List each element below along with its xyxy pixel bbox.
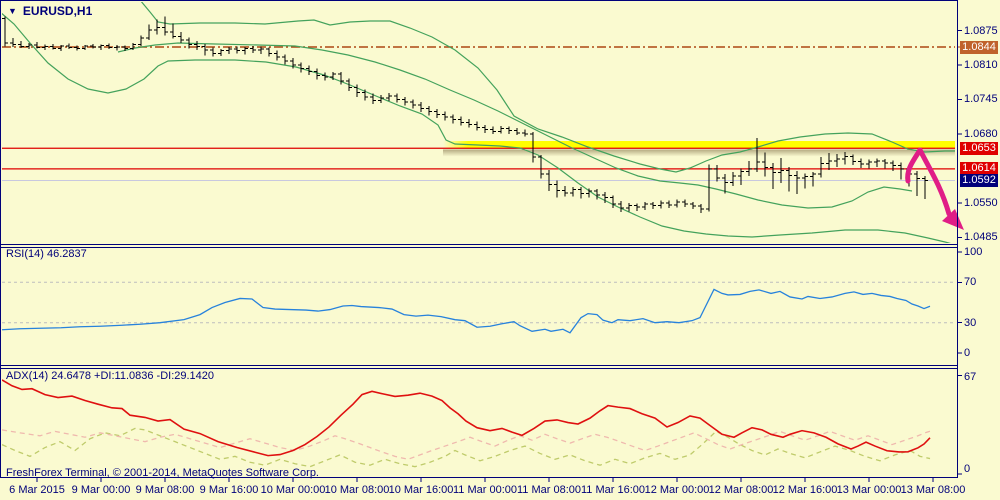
bollinger-lower-band xyxy=(2,12,951,243)
rsi-line xyxy=(2,288,931,334)
bollinger-middle-band xyxy=(117,42,913,209)
pane-frames xyxy=(0,0,958,478)
minus-di-line xyxy=(2,429,931,460)
bollinger-upper-band xyxy=(140,2,955,173)
rsi-indicator-label: RSI(14) 46.2837 xyxy=(6,248,87,260)
main-price-pane[interactable] xyxy=(0,0,957,245)
adx-indicator-label: ADX(14) 24.6478 +DI:11.0836 -DI:29.1420 xyxy=(6,370,215,382)
drawn-down-arrow[interactable] xyxy=(905,147,964,230)
adx-main-line xyxy=(2,379,931,457)
axis-ticks xyxy=(36,30,962,482)
adx-pane[interactable] xyxy=(2,379,931,468)
ohlc-bars xyxy=(2,16,928,213)
yellow-highlight-band xyxy=(468,141,955,149)
terminal-footer-credit: FreshForex Terminal, © 2001-2014, MetaQu… xyxy=(6,467,319,479)
plus-di-line xyxy=(2,427,931,468)
arrow-head xyxy=(942,209,964,230)
rsi-pane[interactable] xyxy=(2,281,955,334)
